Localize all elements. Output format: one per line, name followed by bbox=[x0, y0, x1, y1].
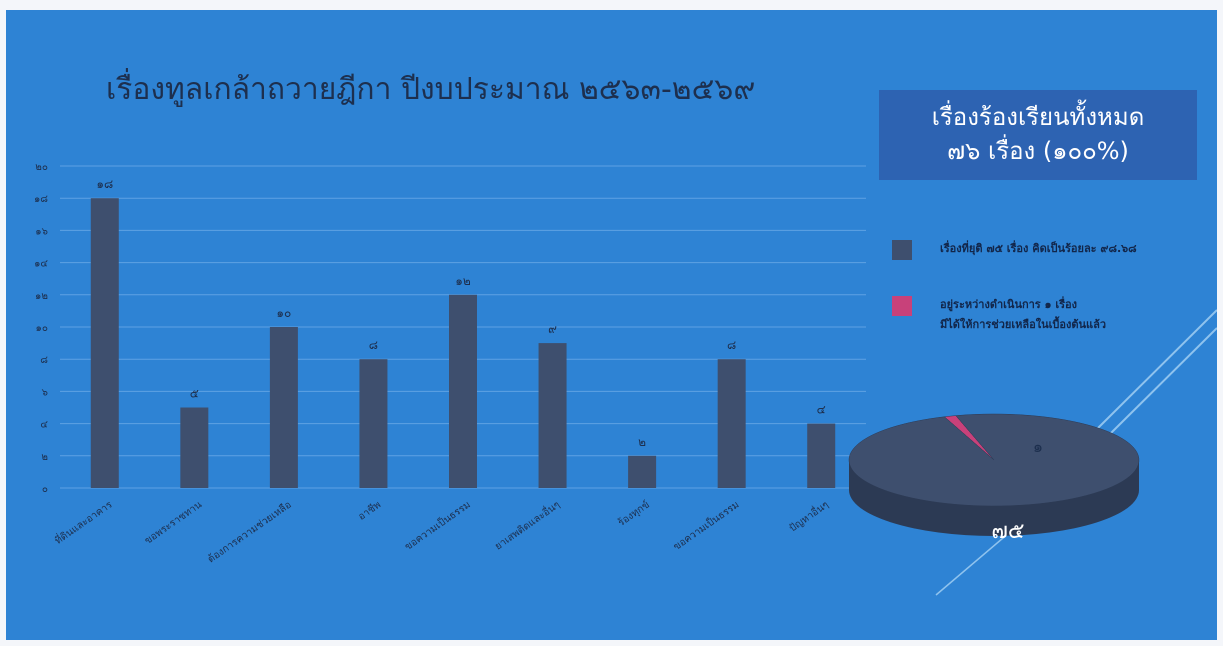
bar-value-label: ๔ bbox=[817, 403, 826, 417]
y-tick-label: ๒ bbox=[41, 452, 48, 463]
summary-box: เรื่องร้องเรียนทั้งหมด ๗๖ เรื่อง (๑๐๐%) bbox=[879, 90, 1197, 180]
bar bbox=[180, 407, 209, 488]
bar-value-label: ๒ bbox=[638, 435, 646, 449]
bar bbox=[449, 294, 477, 488]
y-tick-label: ๑๘ bbox=[34, 194, 48, 205]
pie-chart: ๑๗๕ bbox=[848, 413, 1140, 544]
y-tick-label: ๑๐ bbox=[36, 323, 48, 334]
y-tick-label: ๖ bbox=[42, 387, 48, 398]
y-tick-label: ๘ bbox=[40, 355, 48, 366]
y-tick-label: ๐ bbox=[42, 484, 48, 495]
bar-value-label: ๘ bbox=[369, 338, 378, 352]
y-tick-label: ๑๖ bbox=[35, 226, 48, 237]
bar bbox=[269, 327, 298, 488]
bar-value-label: ๑๐ bbox=[276, 306, 291, 320]
bar bbox=[717, 359, 746, 488]
summary-line-2: ๗๖ เรื่อง (๑๐๐%) bbox=[947, 137, 1129, 165]
legend-swatch bbox=[892, 296, 912, 316]
bar-value-label: ๘ bbox=[727, 338, 736, 352]
bar-value-label: ๙ bbox=[548, 322, 557, 336]
bar bbox=[90, 198, 119, 488]
bar-value-label: ๑๘ bbox=[96, 177, 113, 191]
legend-label: อยู่ระหว่างดำเนินการ ๑ เรื่อง bbox=[940, 298, 1077, 311]
bar bbox=[538, 343, 567, 488]
bar bbox=[807, 423, 836, 488]
chart-title: เรื่องทูลเกล้าถวายฎีกา ปีงบประมาณ ๒๕๖๓-๒… bbox=[106, 72, 756, 107]
legend-label: เรื่องที่ยุติ ๗๕ เรื่อง คิดเป็นร้อยละ ๙๘… bbox=[940, 242, 1137, 255]
pie-slice-label: ๗๕ bbox=[991, 519, 1024, 544]
legend-swatch bbox=[892, 240, 912, 260]
y-tick-label: ๑๔ bbox=[34, 259, 48, 270]
y-tick-label: ๒๐ bbox=[35, 162, 48, 173]
slide: เรื่องทูลเกล้าถวายฎีกา ปีงบประมาณ ๒๕๖๓-๒… bbox=[6, 10, 1217, 640]
summary-line-1: เรื่องร้องเรียนทั้งหมด bbox=[931, 103, 1145, 131]
bar-chart: ๐๒๔๖๘๑๐๑๒๑๔๑๖๑๘๒๐๑๘ที่ดินและอาคาร๕ขอพระร… bbox=[34, 162, 866, 565]
legend-label-line2: มีได้ให้การช่วยเหลือในเบื้องต้นแล้ว bbox=[940, 318, 1107, 331]
bar-value-label: ๑๒ bbox=[455, 274, 471, 288]
pie-slice-label: ๑ bbox=[1033, 437, 1043, 456]
bar-value-label: ๕ bbox=[190, 387, 199, 401]
bar bbox=[628, 455, 657, 488]
bar bbox=[359, 359, 388, 488]
y-tick-label: ๔ bbox=[40, 420, 48, 431]
pie-slice bbox=[848, 413, 1140, 507]
y-tick-label: ๑๒ bbox=[35, 291, 48, 302]
